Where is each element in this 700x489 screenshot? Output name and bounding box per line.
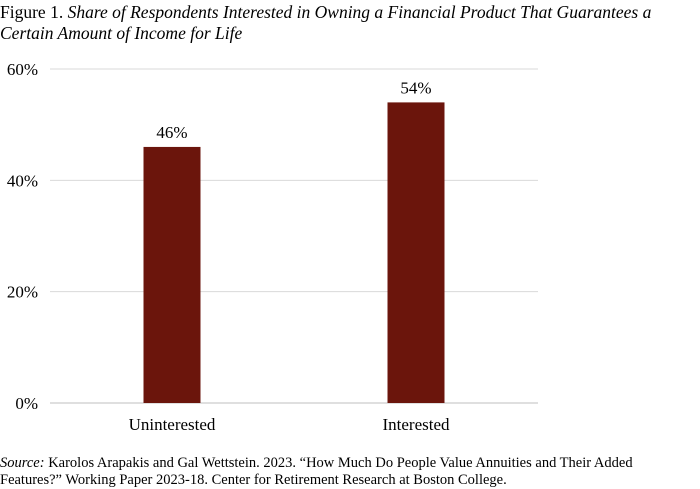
y-axis-ticks: 0% 20% 40% 60% — [7, 60, 38, 413]
figure-title-text: Share of Respondents Interested in Ownin… — [0, 2, 652, 43]
data-label: 46% — [156, 123, 187, 142]
bar — [143, 146, 201, 403]
y-tick-label: 40% — [7, 171, 38, 190]
bar — [387, 102, 445, 404]
bars — [143, 102, 445, 404]
source-text: Karolos Arapakis and Gal Wettstein. 2023… — [0, 455, 633, 488]
bar-chart: 0% 20% 40% 60% 46% 54% Uninterested Intereste… — [7, 60, 538, 434]
x-axis-ticks: Uninterested Interested — [129, 415, 450, 434]
y-tick-label: 20% — [7, 283, 38, 302]
source-label: Source: — [0, 455, 45, 471]
grid-lines — [50, 68, 538, 404]
x-tick-label: Interested — [382, 415, 450, 434]
figure-title: Figure 1. Share of Respondents Intereste… — [0, 2, 690, 44]
y-tick-label: 60% — [7, 60, 38, 79]
data-label: 54% — [400, 78, 431, 97]
data-labels: 46% 54% — [156, 78, 431, 142]
figure-label: Figure 1. — [0, 2, 64, 22]
x-tick-label: Uninterested — [129, 415, 216, 434]
y-tick-label: 0% — [15, 394, 38, 413]
source-note: Source: Karolos Arapakis and Gal Wettste… — [0, 455, 695, 489]
